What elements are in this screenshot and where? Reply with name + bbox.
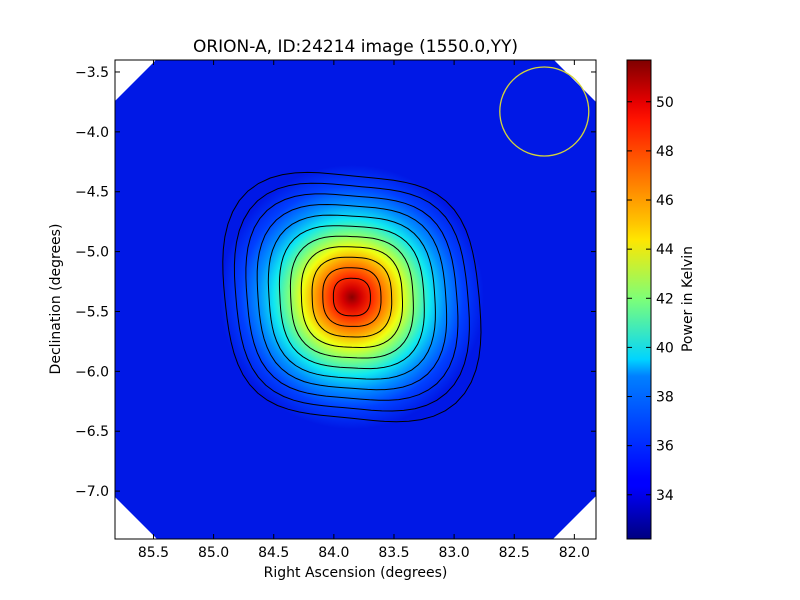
chart-title: ORION-A, ID:24214 image (1550.0,YY) [193, 37, 518, 57]
corner-mask-bottom-left [115, 497, 157, 539]
x-tick-label: 84.0 [318, 545, 349, 561]
y-axis: −3.5 −4.0 −4.5 −5.0 −5.5 −6.0 −6.5 −7.0 [75, 65, 596, 500]
y-tick-label: −6.0 [75, 364, 109, 380]
colorbar-tick-label: 50 [656, 95, 674, 111]
axes-frame [114, 59, 597, 540]
y-tick-label: −5.5 [75, 304, 109, 320]
x-axis: 85.5 85.0 84.5 84.0 83.5 83.0 82.5 82.0 [138, 60, 590, 561]
x-tick-label: 82.5 [499, 545, 530, 561]
x-tick-label: 83.0 [439, 545, 470, 561]
colorbar-tick-label: 38 [656, 390, 674, 406]
x-tick-label: 83.5 [378, 545, 409, 561]
colorbar-gradient [627, 60, 651, 539]
corner-mask-top-right [554, 60, 596, 102]
colorbar-tick-label: 34 [656, 488, 674, 504]
contour-line [278, 225, 425, 370]
image-area [115, 60, 596, 539]
y-tick-label: −6.5 [75, 424, 109, 440]
colorbar: 34 36 38 40 42 44 46 48 50 Power in Kelvin [626, 59, 696, 540]
contour-line [311, 256, 393, 338]
colorbar-frame [626, 59, 652, 540]
colorbar-tick-label: 42 [656, 291, 674, 307]
beam-circle [499, 66, 590, 157]
contour-line [300, 246, 403, 349]
x-tick-label: 84.5 [258, 545, 289, 561]
corner-mask-top-left [115, 60, 156, 101]
contour-line [245, 193, 459, 401]
x-tick-label: 85.5 [138, 545, 169, 561]
contour-line [332, 277, 371, 317]
contour-lines [222, 171, 482, 423]
colorbar-tick-label: 40 [656, 340, 674, 356]
colorbar-tick-label: 36 [656, 439, 674, 455]
x-tick-label: 82.0 [559, 545, 590, 561]
contour-line [267, 214, 436, 380]
colorbar-ticks: 34 36 38 40 42 44 46 48 50 [627, 95, 674, 504]
colorbar-label: Power in Kelvin [680, 246, 696, 352]
x-tick-label: 85.0 [198, 545, 229, 561]
contour-line [222, 171, 482, 423]
contour-line [256, 203, 448, 391]
y-tick-label: −4.5 [75, 185, 109, 201]
contour-line [322, 267, 382, 327]
colorbar-tick-label: 48 [656, 144, 674, 160]
y-tick-label: −5.0 [75, 245, 109, 261]
x-axis-label: Right Ascension (degrees) [264, 565, 448, 581]
colorbar-tick-label: 46 [656, 193, 674, 209]
corner-mask-bottom-right [553, 496, 596, 539]
source-emission [201, 147, 502, 448]
y-tick-label: −3.5 [75, 65, 109, 81]
y-axis-label: Declination (degrees) [48, 224, 64, 375]
colorbar-tick-label: 44 [656, 242, 674, 258]
contour-line [233, 182, 470, 412]
y-tick-label: −4.0 [75, 125, 109, 141]
y-tick-label: −7.0 [75, 484, 109, 500]
source-emission-blob [201, 147, 502, 448]
contour-line [289, 235, 414, 359]
